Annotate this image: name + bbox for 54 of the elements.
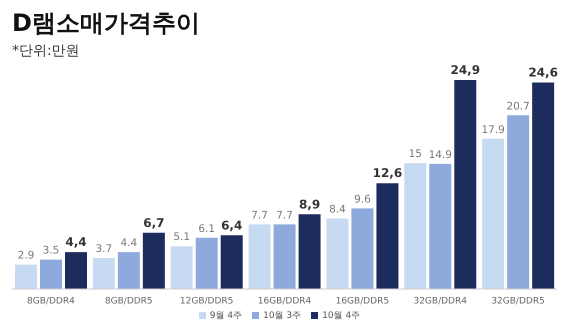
bar <box>170 246 193 289</box>
x-tick-label: 8GB/DDR5 <box>104 296 153 306</box>
x-tick-label: 32GB/DDR4 <box>413 296 468 306</box>
data-label: 8.4 <box>329 203 346 216</box>
bar <box>351 208 374 289</box>
bar <box>298 214 321 289</box>
data-label: 8,9 <box>298 197 320 212</box>
bar <box>142 232 165 289</box>
x-tick-label: 8GB/DDR4 <box>27 296 76 306</box>
data-label: 5.1 <box>173 231 190 244</box>
chart-subtitle: *단위:만원 <box>12 42 81 60</box>
bar <box>92 258 115 289</box>
data-label: 2.9 <box>18 250 34 262</box>
bar <box>429 164 452 289</box>
data-label: 3.7 <box>96 242 112 255</box>
data-label: 6,4 <box>221 218 242 232</box>
bar <box>404 163 426 289</box>
x-tick-label: 16GB/DDR4 <box>258 296 312 306</box>
data-label: 12,6 <box>372 166 402 180</box>
data-label: 3.5 <box>42 244 60 257</box>
bar <box>40 260 62 289</box>
bar <box>274 224 296 289</box>
data-label: 9.6 <box>354 193 372 206</box>
bar <box>248 224 271 289</box>
x-tick-label: 32GB/DDR5 <box>491 296 545 306</box>
legend-label: 10월 4주 <box>322 311 360 321</box>
chart-title: D램소매가격추이 <box>12 8 201 38</box>
bar <box>376 183 398 289</box>
bar <box>454 80 476 289</box>
bar <box>118 252 140 289</box>
data-label: 20.7 <box>506 100 530 112</box>
data-label: 7.7 <box>251 209 268 222</box>
legend-label: 10월 3주 <box>263 311 302 321</box>
bar <box>65 252 87 289</box>
data-label: 24,9 <box>450 63 480 77</box>
data-label: 4,4 <box>65 235 87 250</box>
x-tick-label: 16GB/DDR5 <box>336 296 390 306</box>
data-label: 4.4 <box>120 237 138 250</box>
bar <box>532 82 554 289</box>
data-label: 6.1 <box>198 222 216 235</box>
bar <box>326 218 348 289</box>
legend-label: 9월 4주 <box>210 311 242 321</box>
bar <box>482 138 504 289</box>
data-label: 7.7 <box>276 209 293 222</box>
bar <box>220 235 243 289</box>
data-label: 24,6 <box>528 66 558 80</box>
data-label: 14.9 <box>428 148 452 161</box>
data-label: 15 <box>408 148 422 160</box>
bar <box>507 115 530 289</box>
x-tick-label: 12GB/DDR5 <box>180 296 234 306</box>
data-label: 17.9 <box>481 124 505 136</box>
bar <box>196 238 218 289</box>
data-label: 6,7 <box>143 216 164 230</box>
bar <box>15 264 37 289</box>
